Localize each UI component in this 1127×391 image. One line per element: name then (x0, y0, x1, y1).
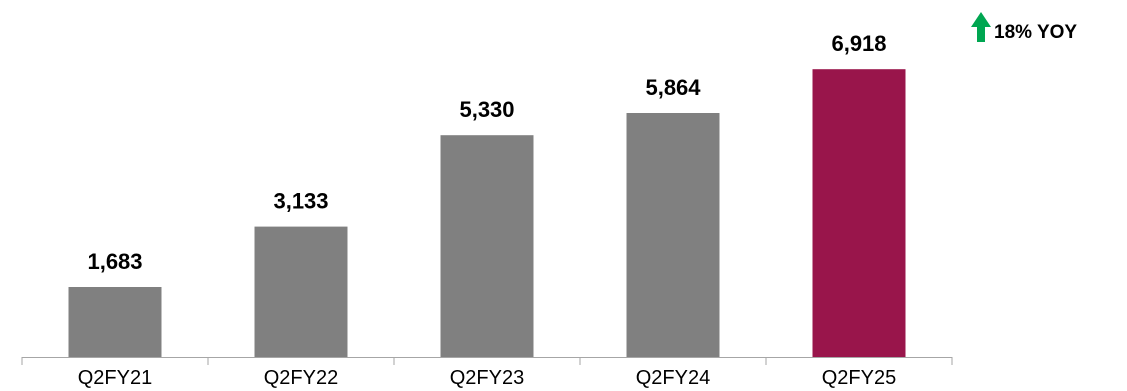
tick-label-q2fy21: Q2FY21 (78, 367, 152, 389)
value-label-q2fy24: 5,864 (645, 75, 701, 100)
x-axis (21, 357, 953, 365)
bar-q2fy25 (812, 69, 906, 357)
value-label-q2fy22: 3,133 (273, 189, 328, 214)
tick-label-q2fy24: Q2FY24 (636, 367, 710, 389)
bar-q2fy24 (626, 113, 720, 357)
value-label-q2fy21: 1,683 (87, 249, 142, 274)
bar-q2fy22 (254, 226, 348, 357)
up-arrow-icon (971, 12, 991, 42)
bar-q2fy21 (68, 287, 162, 357)
value-labels-group: 1,683 3,133 5,330 5,864 6,918 (87, 31, 886, 274)
tick-label-q2fy25: Q2FY25 (822, 367, 896, 389)
yoy-annotation: 18% YOY (971, 12, 1077, 43)
value-label-q2fy25: 6,918 (831, 31, 886, 56)
tick-label-q2fy23: Q2FY23 (450, 367, 524, 389)
tick-label-q2fy22: Q2FY22 (264, 367, 338, 389)
yoy-text: 18% YOY (994, 22, 1077, 43)
bars-group (68, 69, 906, 357)
value-label-q2fy23: 5,330 (459, 97, 514, 122)
bar-q2fy23 (440, 135, 534, 357)
x-tick-labels-group: Q2FY21 Q2FY22 Q2FY23 Q2FY24 Q2FY25 (78, 367, 896, 389)
